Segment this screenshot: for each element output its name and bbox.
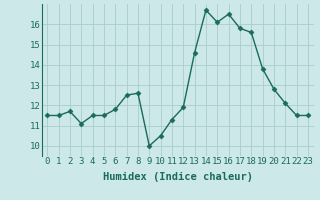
X-axis label: Humidex (Indice chaleur): Humidex (Indice chaleur) — [103, 172, 252, 182]
